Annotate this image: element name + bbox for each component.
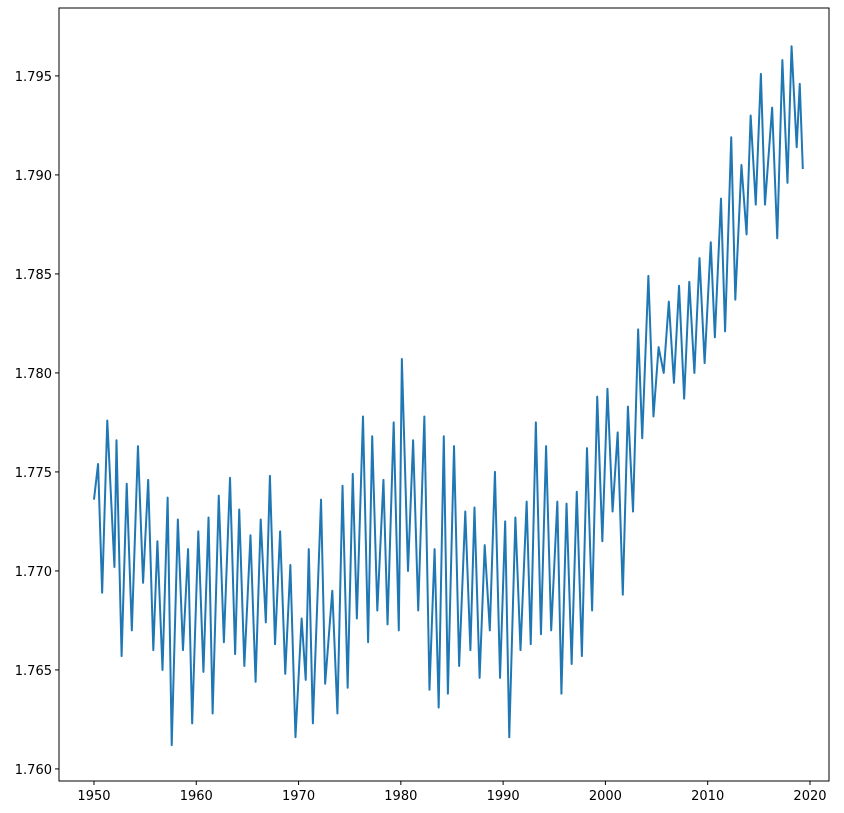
y-tick-label: 1.770 (15, 565, 52, 580)
x-tick-label: 2000 (589, 789, 622, 804)
axes-frame (58, 7, 830, 782)
y-tick-label: 1.760 (15, 763, 52, 778)
x-tick-label: 2020 (793, 789, 826, 804)
x-tick-label: 1960 (180, 789, 213, 804)
y-tick-label: 1.790 (15, 169, 52, 184)
x-tick-label: 1950 (77, 789, 110, 804)
y-tick-label: 1.765 (15, 664, 52, 679)
x-tick-label: 1970 (282, 789, 315, 804)
y-tick-label: 1.775 (15, 466, 52, 481)
y-tick-label: 1.785 (15, 268, 52, 283)
y-tick-label: 1.780 (15, 367, 52, 382)
x-tick-label: 1990 (487, 789, 520, 804)
x-tick-label: 2010 (691, 789, 724, 804)
data-line (92, 45, 804, 747)
y-tick-label: 1.795 (15, 70, 52, 85)
x-tick-label: 1980 (384, 789, 417, 804)
